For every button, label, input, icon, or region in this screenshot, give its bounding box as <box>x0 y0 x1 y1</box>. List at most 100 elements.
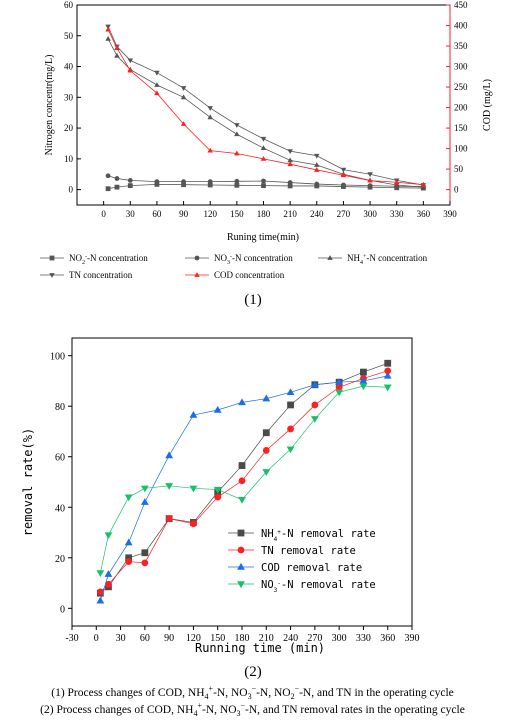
chart-1-y-left-tick-label: 40 <box>64 62 74 72</box>
chart-1-series-line-0 <box>108 183 424 190</box>
chart-2-point-1 <box>287 425 294 433</box>
chart-2-point-2 <box>140 498 149 505</box>
chart-2-point-1 <box>125 558 133 565</box>
chart-1-y-right-tick-label: 350 <box>454 41 468 51</box>
chart-1-x-tick-label: 240 <box>310 209 324 219</box>
chart-2-legend-label-0: NH4+-N removal rate <box>261 528 376 543</box>
chart-2-point-2 <box>359 376 368 384</box>
chart-1-point-4 <box>154 90 160 96</box>
chart-2-legend-label-2: COD removal rate <box>261 562 362 574</box>
chart-1-point-4 <box>420 181 427 187</box>
chart-1-point-2 <box>314 162 320 167</box>
chart-2-xlabel: Running time (min) <box>195 641 325 655</box>
chart-1-point-3 <box>127 58 134 64</box>
chart-2-ylabel: removal rate(%) <box>21 428 35 536</box>
chart-2-point-2 <box>104 570 113 577</box>
chart-1-legend-label-4: COD concentration <box>214 270 285 280</box>
chart-2-point-1 <box>141 559 149 567</box>
chart-2-point-1 <box>105 580 112 588</box>
chart-2-point-1 <box>165 515 173 523</box>
chart-2-y-tick-label: 80 <box>55 402 65 413</box>
chart-1-point-4 <box>367 177 373 183</box>
chart-1-x-tick-label: 60 <box>152 209 162 219</box>
chart-1-point-3 <box>314 153 320 159</box>
chart-2-x-tick-label: 300 <box>332 633 347 644</box>
chart-1-x-tick-label: 270 <box>337 209 351 219</box>
chart-1-point-1 <box>105 173 111 179</box>
chart-1-y-right-tick-label: 250 <box>454 82 468 92</box>
chart-1-xlabel: Runing time(min) <box>227 232 299 243</box>
chart-1-point-3 <box>154 70 160 76</box>
chart-2-point-1 <box>311 401 319 409</box>
chart-1-point-2 <box>287 157 293 163</box>
chart-2-x-tick-label: 330 <box>356 633 371 644</box>
chart-1-point-2 <box>105 35 111 41</box>
chart-1-point-0 <box>207 182 213 188</box>
chart-2-x-tick-label: 60 <box>140 633 150 644</box>
chart-2-point-1 <box>335 383 343 391</box>
chart-1-series-line-1 <box>107 175 424 187</box>
chart-1-ylabel-left: Nitrogen concentr(mg/L) <box>44 55 55 156</box>
chart-1-x-tick-label: 90 <box>179 209 189 219</box>
chart-1-point-1 <box>207 179 213 185</box>
chart-1-x-tick-label: 0 <box>101 209 106 219</box>
chart-2-x-tick-label: 360 <box>380 633 395 644</box>
chart-1-point-4 <box>393 179 400 185</box>
chart-1-y-left-tick-label: 30 <box>64 92 74 102</box>
chart-2-point-3 <box>213 486 222 494</box>
chart-2-legend-marker-0 <box>237 529 245 537</box>
chart-2-point-3 <box>310 416 319 423</box>
chart-1-y-right-tick-label: 50 <box>454 164 464 174</box>
chart-2-point-3 <box>383 384 392 392</box>
chart-1-x-tick-label: 120 <box>203 209 217 219</box>
chart-1-x-tick-label: 300 <box>363 209 377 219</box>
chart-1-y-right-tick-label: 200 <box>454 103 468 113</box>
chart-1-legend-marker-0 <box>49 255 55 261</box>
chart-1-point-3 <box>367 172 373 178</box>
chart-2-point-2 <box>335 378 344 385</box>
chart-2-y-tick-label: 60 <box>55 453 65 464</box>
chart-2-point-2 <box>383 371 392 379</box>
chart-1-point-4 <box>105 26 111 32</box>
chart-1-point-2 <box>207 114 213 120</box>
chart-2-legend-label-1: TN removal rate <box>261 545 356 557</box>
chart-1-x-tick-label: 360 <box>417 209 431 219</box>
chart-2-point-2 <box>213 405 222 413</box>
chart-2-point-2 <box>262 394 271 402</box>
chart-1-point-0 <box>234 182 240 188</box>
chart-1-legend-marker-3 <box>49 273 55 278</box>
chart-2-point-3 <box>104 532 113 540</box>
chart-2-point-1 <box>384 367 392 375</box>
chart-2-x-tick-label: 210 <box>259 633 274 644</box>
chart-2-series-line-2 <box>99 375 388 601</box>
chart-1-legend-label-0: NO2--N concentration <box>69 253 148 266</box>
chart-2-point-0 <box>238 462 246 469</box>
chart-1-x-tick-label: 180 <box>257 209 271 219</box>
chart-2-point-3 <box>335 389 344 397</box>
chart-1-y-right-tick-label: 300 <box>454 62 468 72</box>
chart-1-point-0 <box>105 186 111 192</box>
chart-1-ylabel-right: COD (mg/L) <box>482 79 493 131</box>
chart-1-point-3 <box>180 86 187 91</box>
chart-2-point-2 <box>96 596 105 604</box>
chart-2-x-tick-label: -30 <box>65 633 78 644</box>
chart-2-legend-label-3: NO3--N removal rate <box>261 579 376 594</box>
chart-2-x-tick-label: 0 <box>94 633 99 644</box>
chart-1-point-2 <box>114 52 120 58</box>
caption-1: (1) Process changes of COD, NH4+-N, NO3−… <box>51 684 454 702</box>
chart-2-legend-marker-1 <box>237 546 245 554</box>
chart-1-point-4 <box>180 121 187 126</box>
chart-2-point-0 <box>360 368 367 376</box>
chart-1-point-2 <box>180 94 187 100</box>
chart-1-point-0 <box>181 182 186 188</box>
chart-1-point-4 <box>340 172 347 178</box>
chart-1-point-0 <box>261 183 266 189</box>
chart-2-legend-marker-2 <box>237 562 245 570</box>
chart-1-y-left-tick-label: 50 <box>64 31 74 41</box>
chart-1-point-3 <box>260 136 267 142</box>
chart-1-y-left-tick-label: 0 <box>69 185 74 195</box>
chart-1-y-right-tick-label: 450 <box>454 0 468 10</box>
chart-2-point-0 <box>125 554 133 562</box>
chart-1-point-1 <box>367 183 373 189</box>
chart-1-point-4 <box>207 147 213 153</box>
